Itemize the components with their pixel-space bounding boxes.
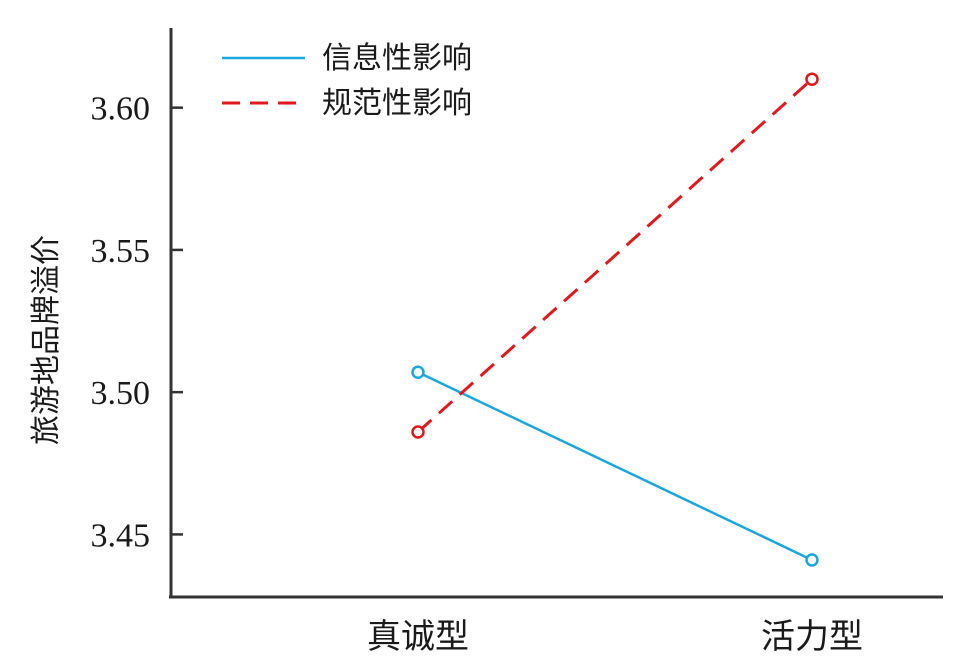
y-tick-label: 3.55: [91, 233, 151, 270]
legend-label: 规范性影响: [322, 86, 472, 121]
series-line: [417, 371, 813, 562]
data-point: [411, 425, 425, 439]
series-group: [411, 72, 819, 567]
data-point: [411, 365, 425, 379]
legend: 信息性影响 规范性影响: [222, 41, 472, 121]
x-tick-label: 活力型: [761, 617, 863, 657]
y-tick-label: 3.50: [91, 375, 151, 412]
series-line: [416, 78, 814, 434]
data-point: [805, 72, 819, 86]
y-axis-title: 旅游地品牌溢价: [29, 235, 64, 445]
x-tick-label: 真诚型: [367, 617, 469, 657]
data-point: [805, 553, 819, 567]
y-tick-label: 3.60: [91, 91, 151, 128]
legend-label: 信息性影响: [322, 41, 472, 76]
y-tick-label: 3.45: [91, 517, 151, 554]
y-ticks: 3.45 3.50 3.55 3.60: [91, 91, 183, 554]
